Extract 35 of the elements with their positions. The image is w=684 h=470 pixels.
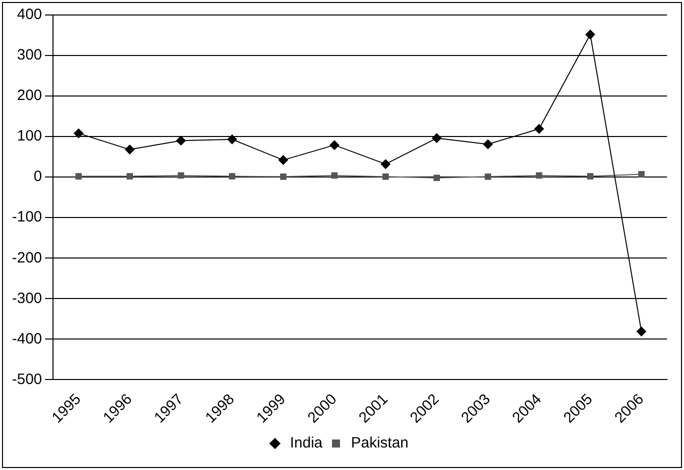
- point: [484, 173, 492, 180]
- y-tick-label: 0: [34, 168, 42, 186]
- point: [434, 174, 440, 182]
- point: [74, 128, 84, 138]
- point: [482, 139, 493, 150]
- point: [587, 173, 594, 180]
- point: [432, 133, 442, 144]
- y-tick-label: 200: [16, 87, 42, 104]
- point: [75, 173, 82, 180]
- point: [278, 155, 288, 166]
- point: [380, 159, 391, 170]
- point: [227, 134, 238, 144]
- point: [126, 173, 133, 180]
- point: [636, 326, 646, 336]
- y-tick-label: -100: [12, 208, 42, 226]
- y-tick-label: 400: [16, 6, 42, 24]
- point: [228, 173, 236, 180]
- legend-label: Pakistan: [351, 434, 409, 452]
- point: [638, 171, 645, 178]
- point: [124, 144, 135, 155]
- point: [534, 124, 544, 134]
- y-tick-label: -200: [12, 249, 42, 266]
- point: [280, 173, 286, 180]
- point: [331, 172, 338, 179]
- legend-label: India: [290, 434, 324, 452]
- y-tick-label: 100: [16, 128, 42, 145]
- point: [329, 140, 340, 150]
- point: [585, 29, 596, 40]
- y-tick-label: 300: [16, 46, 42, 64]
- y-tick-label: -400: [12, 330, 42, 348]
- point: [536, 172, 542, 179]
- point: [382, 173, 389, 180]
- y-tick-label: -300: [12, 290, 42, 307]
- y-tick-label: -500: [12, 370, 42, 388]
- point: [176, 136, 186, 146]
